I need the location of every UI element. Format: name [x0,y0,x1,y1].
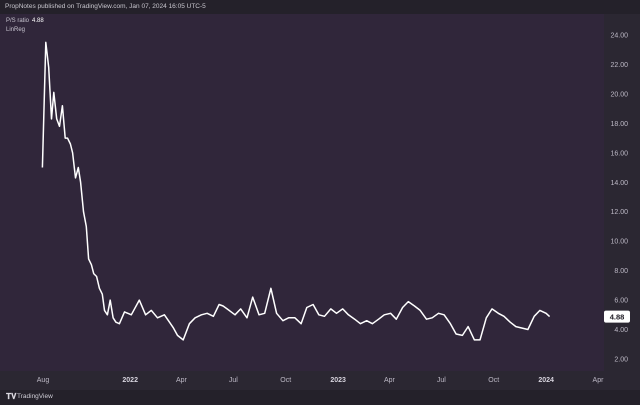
series-line [41,41,551,341]
last-value-box [604,310,630,323]
x-tick-label: Jul [437,377,446,384]
x-tick-label: Apr [176,377,188,384]
publisher-line: PropNotes published on TradingView.com, … [5,3,206,10]
last-value-marker: 4.88 [604,310,630,323]
y-tick-label: 16.00 [610,150,628,157]
x-tick-label: 2024 [538,377,554,384]
x-tick-label: Jul [229,377,238,384]
legend-sub-label[interactable]: LinReg [6,27,26,33]
x-tick-label: Apr [593,377,605,384]
x-tick-label: Oct [488,377,499,384]
brand-label[interactable]: TradingView [17,393,53,400]
y-tick-label: 4.00 [614,327,628,334]
y-tick-label: 22.00 [610,62,628,69]
x-tick-label: Oct [280,377,291,384]
footer-bar: 𝐓𝐕 TradingView [0,390,640,405]
y-tick-label: 12.00 [610,209,628,216]
x-tick-label: Apr [384,377,396,384]
legend: P/S ratio 4.88 LinReg [6,17,44,35]
y-tick-label: 20.00 [610,91,628,98]
legend-last-value: 4.88 [32,18,44,24]
y-tick-label: 10.00 [610,239,628,246]
last-value-label: 4.88 [610,312,625,321]
y-tick-label: 2.00 [614,357,628,364]
legend-series[interactable]: P/S ratio 4.88 [6,17,44,26]
legend-series-name: P/S ratio [6,18,30,24]
tradingview-logo-icon[interactable]: 𝐓𝐕 [6,392,17,401]
y-tick-label: 14.00 [610,180,628,187]
y-tick-label: 6.00 [614,298,628,305]
x-tick-label: Aug [37,377,50,384]
y-tick-label: 24.00 [610,33,628,40]
x-tick-label: 2022 [122,377,138,384]
x-tick-label: 2023 [330,377,346,384]
y-tick-label: 18.00 [610,121,628,128]
publisher-bar: PropNotes published on TradingView.com, … [0,0,640,14]
plot-area[interactable] [0,14,604,371]
y-tick-label: 8.00 [614,268,628,275]
